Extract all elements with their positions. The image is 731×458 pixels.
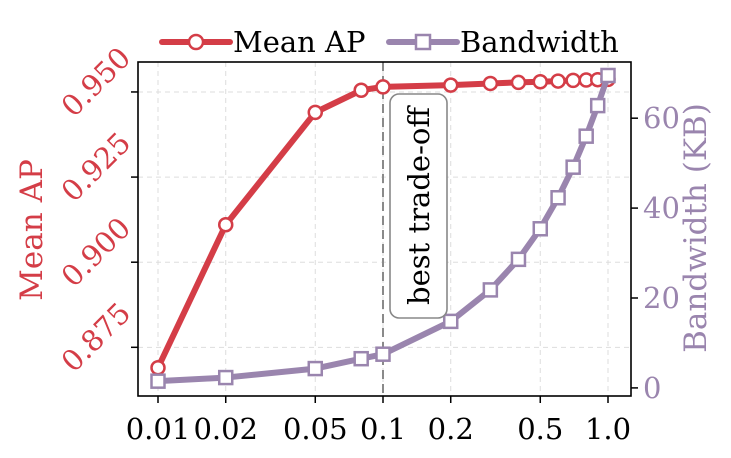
y-right-tick-label: 0 — [643, 371, 661, 405]
data-point-mean-ap — [482, 75, 499, 92]
data-point-bandwidth — [600, 67, 616, 84]
data-point-mean-ap — [565, 72, 581, 89]
data-point-mean-ap — [353, 82, 369, 99]
y-left-tick-label: 0.900 — [55, 211, 138, 294]
data-point-mean-ap — [442, 77, 459, 93]
y-left-axis-title: Mean AP — [14, 159, 50, 301]
data-point-bandwidth — [150, 373, 166, 389]
data-point-bandwidth — [353, 350, 369, 367]
y-left-tick-label: 0.875 — [55, 296, 138, 379]
annotation-text: best trade-off — [402, 105, 436, 305]
data-point-mean-ap — [550, 73, 566, 89]
y-right-tick-label: 40 — [643, 191, 680, 225]
data-point-bandwidth — [482, 282, 499, 298]
data-point-bandwidth — [307, 360, 324, 377]
data-point-mean-ap — [217, 216, 234, 233]
y-right-axis-title: Bandwidth (KB) — [678, 103, 714, 353]
x-tick-label: 0.05 — [283, 412, 348, 446]
data-point-bandwidth — [442, 313, 459, 330]
data-point-bandwidth — [578, 128, 594, 144]
x-tick-label: 1.0 — [585, 412, 631, 446]
grid — [138, 62, 631, 396]
plot-frame — [137, 61, 632, 397]
data-point-mean-ap — [150, 359, 166, 376]
data-point-mean-ap — [510, 74, 527, 91]
y-right-tick-label: 20 — [643, 281, 680, 315]
annotation-box: best trade-off — [389, 93, 448, 319]
y-left-tick-label: 0.950 — [55, 41, 138, 124]
data-point-bandwidth — [589, 97, 606, 114]
data-point-bandwidth — [550, 190, 566, 206]
data-point-mean-ap — [532, 73, 549, 90]
data-point-mean-ap — [375, 79, 391, 95]
data-point-mean-ap — [307, 104, 324, 121]
y-right-tick-label: 60 — [643, 101, 680, 135]
y-left-tick-label: 0.925 — [55, 126, 138, 209]
legend-marker-mean-ap — [187, 33, 205, 51]
data-point-bandwidth — [565, 159, 581, 175]
legend: Mean AP Bandwidth — [159, 25, 619, 59]
data-point-bandwidth — [217, 369, 234, 386]
x-tick-label: 0.1 — [360, 412, 406, 446]
data-point-bandwidth — [510, 251, 527, 268]
data-point-bandwidth — [532, 221, 549, 237]
x-tick-label: 0.2 — [428, 412, 474, 446]
x-tick-label: 0.01 — [126, 412, 191, 446]
legend-label-mean-ap: Mean AP — [233, 25, 366, 59]
x-tick-label: 0.5 — [517, 412, 563, 446]
legend-marker-bandwidth — [414, 33, 432, 51]
data-point-bandwidth — [375, 346, 391, 362]
legend-label-bandwidth: Bandwidth — [460, 25, 619, 59]
x-tick-label: 0.02 — [193, 412, 258, 446]
